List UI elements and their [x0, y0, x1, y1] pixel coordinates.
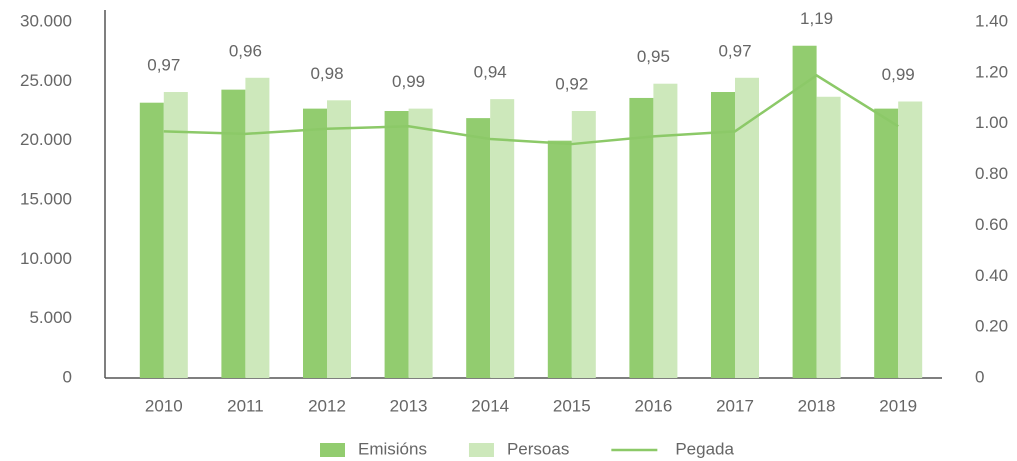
data-label: 0,92	[555, 74, 588, 93]
y2ticks-label: 0.40	[975, 266, 1008, 285]
x-tick-label: 2017	[716, 396, 754, 415]
yticks-label: 30.000	[20, 11, 72, 30]
y2ticks-label: 1.00	[975, 113, 1008, 132]
bar	[571, 111, 596, 378]
data-label: 0,94	[474, 63, 507, 82]
legend-label: Emisións	[358, 439, 427, 458]
legend-swatch	[320, 443, 345, 457]
x-tick-label: 2010	[145, 396, 183, 415]
bar	[711, 92, 735, 378]
data-label: 1,19	[800, 9, 833, 28]
x-tick-label: 2016	[634, 396, 672, 415]
y2ticks-label: 1.40	[975, 11, 1008, 30]
bar	[163, 92, 188, 378]
y2ticks-label: 0.20	[975, 317, 1008, 336]
legend-label: Pegada	[675, 439, 734, 458]
y2ticks-label: 0	[975, 367, 984, 386]
x-tick-label: 2018	[798, 396, 836, 415]
line	[163, 73, 899, 146]
yticks-label: 15.000	[20, 189, 72, 208]
data-label: 0,99	[392, 72, 425, 91]
yticks-label: 25.000	[20, 71, 72, 90]
x-tick-label: 2012	[308, 396, 346, 415]
data-label: 0,97	[718, 41, 751, 60]
legend-swatch	[468, 443, 494, 457]
bar	[816, 96, 841, 378]
data-label: 0,95	[637, 47, 670, 66]
bar	[303, 108, 327, 379]
bar	[874, 108, 899, 379]
bar	[653, 83, 678, 378]
bar	[792, 45, 817, 378]
x-tick-label: 2019	[879, 396, 917, 415]
x-tick-label: 2013	[390, 396, 428, 415]
data-label: 0,97	[147, 55, 180, 74]
bar	[221, 89, 246, 378]
x-tick-label: 2014	[471, 396, 509, 415]
yticks-label: 20.000	[20, 130, 72, 149]
yticks-label: 5.000	[29, 308, 72, 327]
bar	[547, 140, 572, 378]
y2ticks-label: 0.60	[975, 215, 1008, 234]
bar	[384, 111, 409, 378]
bar	[245, 77, 270, 379]
data-label: 0,96	[229, 41, 262, 60]
x-tick-label: 2011	[227, 396, 264, 415]
bar	[408, 108, 433, 379]
bar	[139, 102, 164, 379]
y2ticks-label: 0.80	[975, 164, 1008, 183]
yticks-label: 10.000	[20, 249, 72, 268]
data-label: 0,99	[882, 65, 915, 84]
bar	[629, 97, 654, 379]
bar	[466, 118, 491, 379]
x-tick-label: 2015	[553, 396, 591, 415]
y2ticks-label: 1.20	[975, 62, 1008, 81]
bar	[490, 99, 515, 378]
legend-label: Persoas	[507, 439, 569, 458]
data-label: 0,98	[310, 64, 343, 83]
bar	[898, 101, 923, 379]
yticks-label: 0	[63, 367, 72, 386]
bar	[327, 100, 351, 378]
